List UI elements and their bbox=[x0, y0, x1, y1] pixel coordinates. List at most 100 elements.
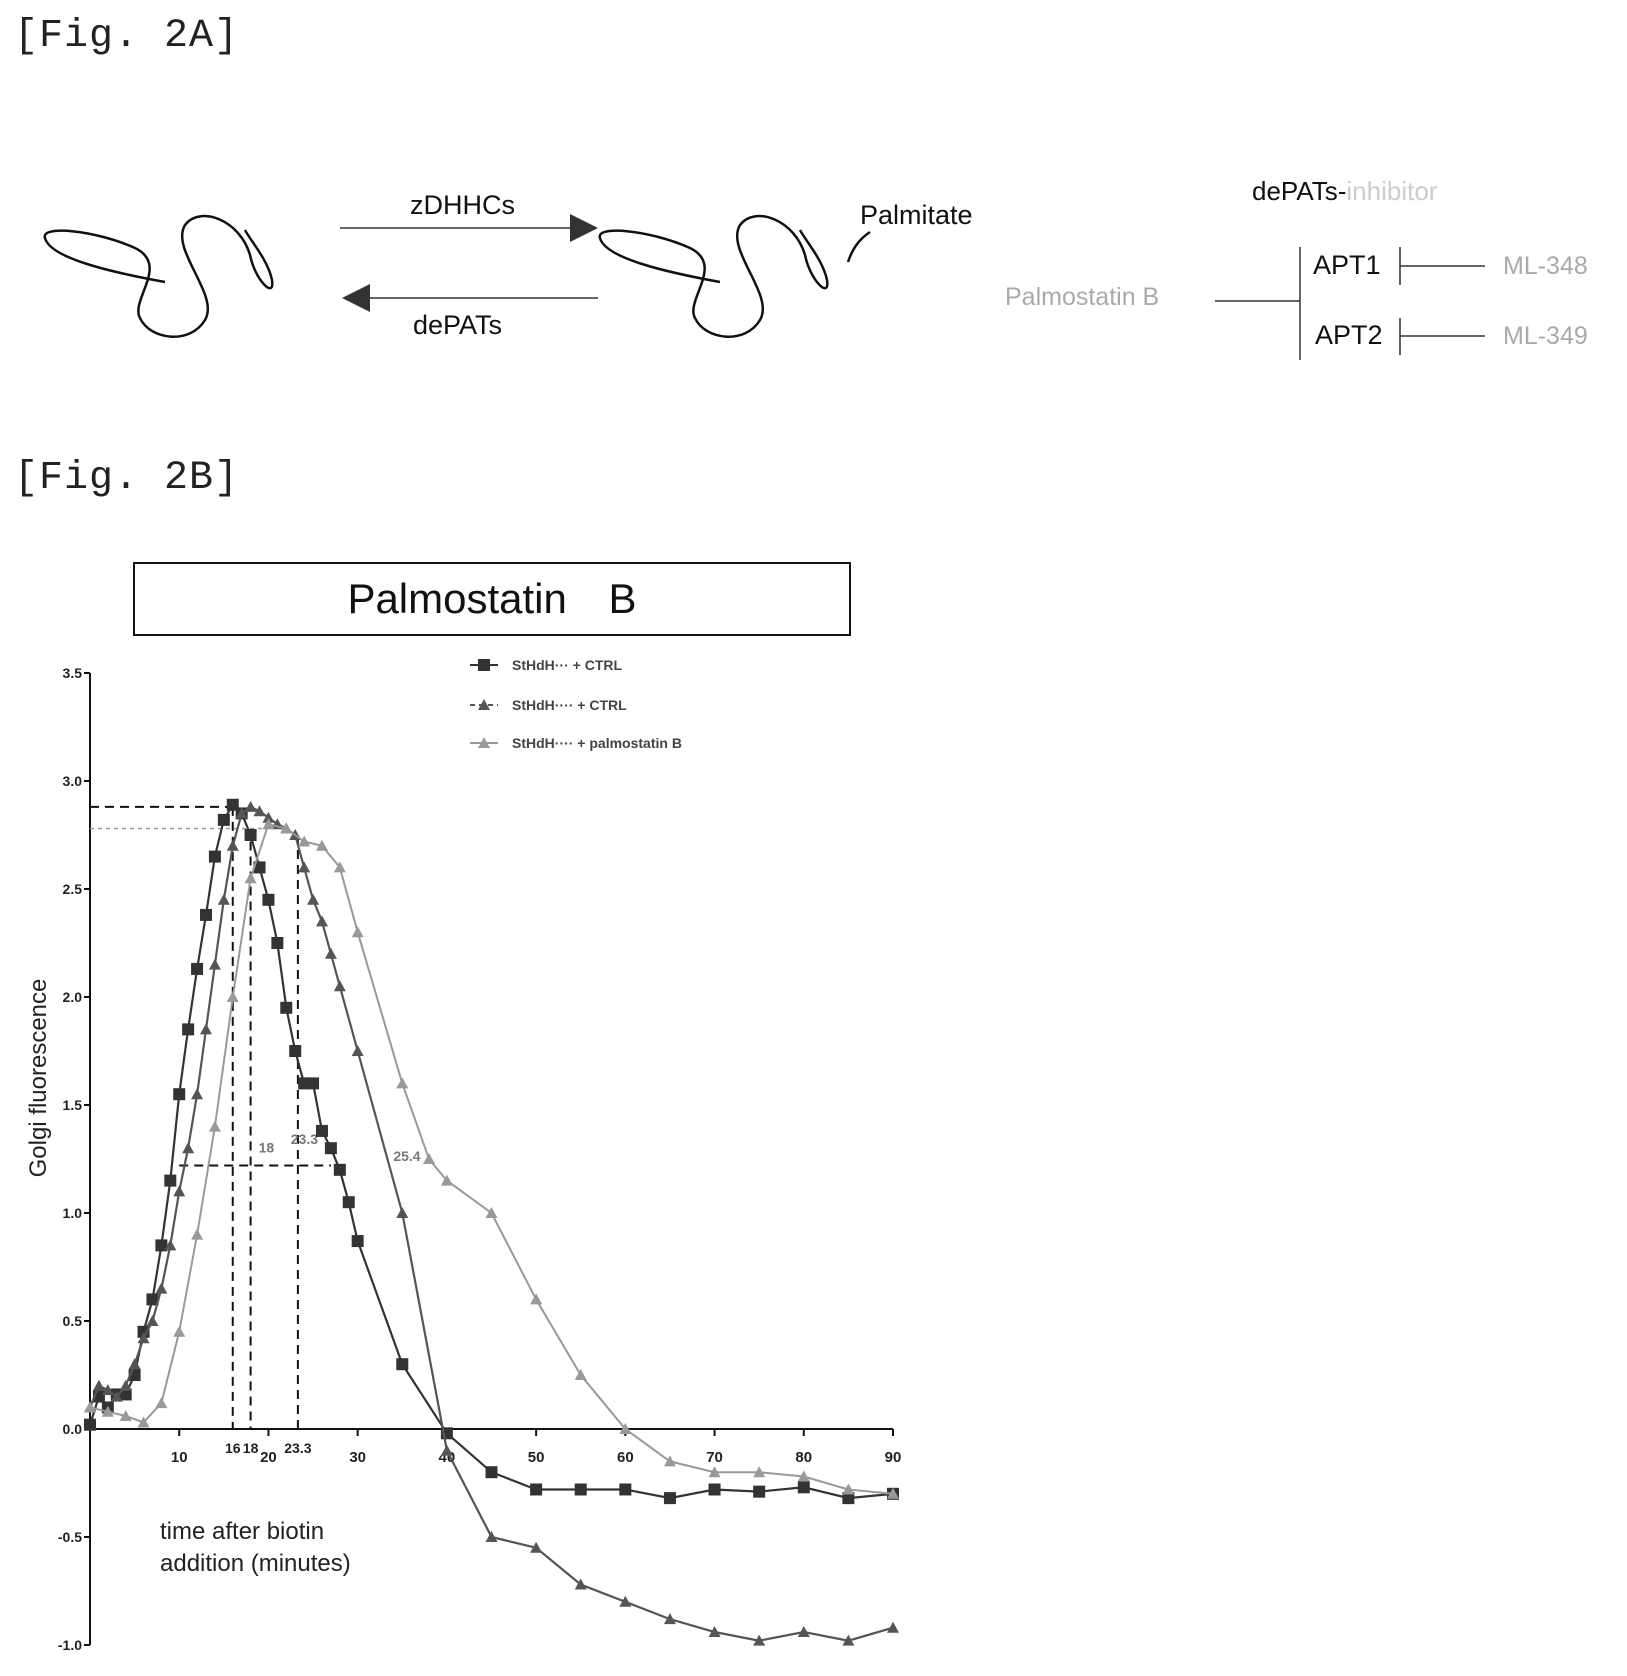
series-2-marker bbox=[324, 947, 337, 959]
series-2-marker bbox=[298, 861, 311, 873]
series-2-marker bbox=[315, 915, 328, 927]
y-tick-label: 1.5 bbox=[63, 1097, 83, 1113]
series-2-marker bbox=[351, 1045, 364, 1056]
series-3-marker bbox=[101, 1405, 114, 1417]
fig-2b-label: [Fig. 2B] bbox=[14, 456, 240, 501]
series-2-marker bbox=[191, 1088, 204, 1100]
series-3-marker bbox=[244, 872, 257, 884]
fig-2a-diagram bbox=[43, 214, 1485, 360]
y-tick-label: 0.5 bbox=[63, 1313, 83, 1329]
half-max-annotation: 18 bbox=[259, 1140, 275, 1156]
series-1-marker bbox=[574, 1483, 587, 1496]
series-3-marker bbox=[155, 1397, 168, 1409]
series-1-marker bbox=[191, 962, 204, 975]
legend-swatch-marker bbox=[478, 737, 490, 748]
series-3-marker bbox=[440, 1174, 453, 1186]
y-tick-label: 2.5 bbox=[63, 881, 83, 897]
y-tick-label: 3.5 bbox=[63, 665, 83, 681]
palmostatin-b-label: Palmostatin B bbox=[1005, 283, 1160, 311]
reference-lines: 18 23.3 25.4 bbox=[90, 805, 421, 1429]
x-tick-label: 70 bbox=[706, 1449, 723, 1466]
series-2-marker bbox=[440, 1444, 453, 1456]
series-1-marker bbox=[324, 1142, 337, 1155]
series-2-marker bbox=[753, 1634, 766, 1646]
series-1-marker bbox=[396, 1358, 409, 1371]
series-2-marker bbox=[619, 1595, 632, 1607]
series-3-marker bbox=[887, 1487, 899, 1499]
series-3-marker bbox=[619, 1423, 632, 1434]
series-3-marker bbox=[84, 1401, 96, 1413]
x-extra-tick-label: 23.3 bbox=[284, 1440, 311, 1456]
series-3-marker bbox=[351, 926, 364, 938]
y-tick-label: 3.0 bbox=[63, 773, 83, 789]
palmitoylated-protein-chain bbox=[598, 214, 829, 338]
x-tick-label: 90 bbox=[885, 1449, 902, 1466]
series-2-marker bbox=[663, 1613, 676, 1625]
inhibitor-header-suffix: inhibitor bbox=[1346, 176, 1438, 206]
legend-entry-3: StHdH···· + palmostatin B bbox=[512, 735, 682, 751]
chart-legend: StHdH··· + CTRL StHdH···· + CTRL StHdH····… bbox=[470, 657, 682, 751]
series-1-marker bbox=[271, 937, 284, 949]
series-2-marker bbox=[101, 1384, 114, 1396]
series-1-marker bbox=[173, 1088, 186, 1101]
series-2-marker bbox=[110, 1390, 123, 1402]
inhibitor-header-main: dePATs- bbox=[1252, 176, 1347, 206]
series-2-marker bbox=[333, 980, 346, 992]
ml348-label: ML-348 bbox=[1503, 252, 1588, 280]
palmitate-label: Palmitate bbox=[860, 200, 973, 230]
series-1-marker bbox=[146, 1293, 159, 1306]
series-1-marker bbox=[842, 1492, 855, 1505]
series-1-marker bbox=[333, 1163, 346, 1176]
series-1-marker bbox=[164, 1174, 177, 1187]
series-1-marker bbox=[315, 1124, 328, 1137]
series-2-marker bbox=[262, 811, 275, 823]
x-tick-label: 80 bbox=[795, 1449, 812, 1466]
series-3-marker bbox=[315, 839, 328, 851]
apt1-label: APT1 bbox=[1313, 250, 1381, 280]
ml349-label: ML-349 bbox=[1503, 322, 1588, 350]
half-max-annotation: 25.4 bbox=[393, 1148, 420, 1164]
series-1-marker bbox=[663, 1492, 676, 1505]
chart-title-box: Palmostatin B bbox=[133, 562, 851, 636]
series-1-marker bbox=[708, 1483, 721, 1496]
series-1-marker bbox=[119, 1388, 132, 1401]
series-2-marker bbox=[574, 1578, 587, 1590]
series-2-marker bbox=[842, 1634, 855, 1646]
series-2-marker bbox=[92, 1379, 105, 1391]
legend-entry-1: StHdH··· + CTRL bbox=[512, 657, 622, 673]
series-3-marker bbox=[262, 818, 275, 830]
x-tick-label: 30 bbox=[349, 1449, 366, 1466]
series-3-marker bbox=[423, 1153, 436, 1164]
zdhhcs-label: zDHHCs bbox=[410, 190, 515, 220]
series-2-marker bbox=[797, 1626, 810, 1638]
series-3-marker bbox=[708, 1466, 721, 1478]
series-3-marker bbox=[173, 1325, 186, 1337]
series-2-marker bbox=[226, 839, 239, 851]
series-3-marker bbox=[753, 1466, 766, 1478]
y-tick-label: 1.0 bbox=[63, 1205, 83, 1221]
series-2-marker bbox=[217, 893, 230, 905]
series-2-marker bbox=[164, 1239, 177, 1251]
series-1-marker bbox=[619, 1483, 632, 1496]
series-2-marker bbox=[155, 1282, 168, 1294]
legend-entry-2: StHdH···· + CTRL bbox=[512, 697, 627, 713]
series-2-marker bbox=[485, 1531, 498, 1542]
series-1-marker bbox=[182, 1023, 195, 1036]
y-tick-label: 2.0 bbox=[63, 989, 83, 1005]
x-tick-label: 50 bbox=[528, 1449, 545, 1466]
series-3-marker bbox=[485, 1207, 498, 1218]
series-1-marker bbox=[199, 908, 212, 921]
series-2-marker bbox=[235, 807, 248, 819]
series-2-marker bbox=[182, 1142, 195, 1154]
palmitate-tail bbox=[846, 230, 871, 263]
legend-swatch-marker bbox=[478, 699, 490, 710]
series-3-marker bbox=[226, 991, 239, 1002]
series-1-marker bbox=[530, 1483, 543, 1496]
series-3-marker bbox=[137, 1416, 150, 1428]
x-tick-label: 20 bbox=[260, 1449, 277, 1466]
series-2-marker bbox=[128, 1358, 141, 1370]
series-1-marker bbox=[342, 1196, 355, 1209]
series-1-marker bbox=[289, 1045, 302, 1057]
series-1-marker bbox=[253, 861, 266, 874]
unmodified-protein-chain bbox=[43, 214, 274, 338]
